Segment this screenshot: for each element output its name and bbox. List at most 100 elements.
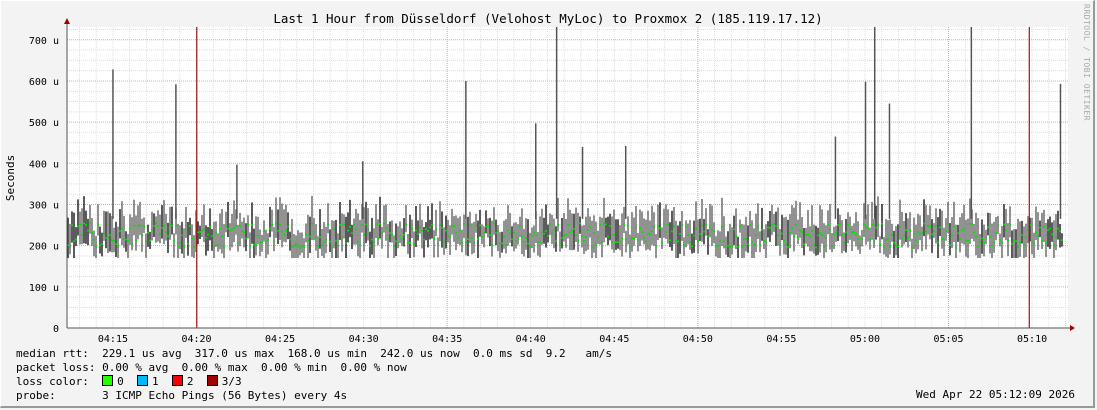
median-point [907, 237, 909, 239]
median-point [819, 231, 821, 234]
median-point [383, 222, 385, 225]
median-point [957, 232, 959, 235]
median-point [799, 229, 801, 232]
median-point [625, 238, 627, 241]
median-point [381, 232, 383, 234]
median-point [485, 225, 487, 228]
median-point [149, 239, 151, 242]
median-point [973, 231, 975, 234]
median-point [161, 227, 163, 229]
median-point [577, 239, 579, 242]
median-point [119, 230, 121, 232]
median-point [201, 229, 203, 232]
x-tick-label: 04:20 [181, 334, 211, 345]
median-point [411, 228, 413, 230]
median-point [317, 245, 319, 248]
median-point [139, 224, 141, 227]
median-point [155, 222, 157, 224]
median-point [673, 225, 675, 228]
median-point [985, 237, 987, 239]
median-point [789, 232, 791, 234]
median-point [747, 243, 749, 246]
median-point [803, 243, 805, 246]
median-point [165, 231, 167, 233]
median-point [1003, 223, 1005, 226]
median-point [683, 244, 685, 246]
median-point [309, 235, 311, 238]
median-point [295, 243, 297, 245]
y-tick-label: 700 u [29, 36, 59, 47]
median-point [949, 244, 951, 246]
median-point [407, 242, 409, 244]
x-tick-label: 05:10 [1017, 334, 1047, 345]
median-point [695, 228, 697, 230]
median-point [915, 239, 917, 242]
median-point [257, 235, 259, 237]
median-point [685, 226, 687, 228]
median-point [793, 235, 795, 238]
y-tick-label: 0 [53, 324, 59, 335]
median-point [1021, 234, 1023, 236]
median-point [211, 235, 213, 237]
median-point [653, 226, 655, 228]
median-point [867, 227, 869, 230]
median-point [219, 228, 221, 230]
median-point [589, 226, 591, 228]
median-point [77, 225, 79, 228]
median-point [449, 236, 451, 239]
median-point [709, 226, 711, 229]
median-point [109, 234, 111, 236]
median-point [1039, 226, 1041, 229]
median-point [619, 240, 621, 243]
median-point [189, 225, 191, 227]
x-tick-label: 04:35 [432, 334, 462, 345]
median-point [319, 236, 321, 238]
median-point [967, 239, 969, 242]
median-point [645, 240, 647, 243]
median-point [227, 228, 229, 230]
median-point [331, 246, 333, 249]
median-point [1015, 240, 1017, 242]
median-point [611, 241, 613, 243]
median-point [729, 245, 731, 248]
median-point [271, 224, 273, 226]
median-point [391, 233, 393, 236]
median-point [593, 232, 595, 234]
median-point [209, 225, 211, 228]
median-point [691, 245, 693, 248]
median-point [85, 224, 87, 226]
median-point [369, 245, 371, 247]
median-point [785, 243, 787, 245]
median-point [495, 232, 497, 234]
median-point [359, 244, 361, 246]
median-point [171, 224, 173, 227]
median-point [529, 245, 531, 248]
median-point [541, 232, 543, 234]
median-point [245, 237, 247, 240]
median-point [813, 244, 815, 246]
median-point [231, 228, 233, 231]
median-point [281, 231, 283, 233]
median-point [373, 241, 375, 244]
median-point [1011, 243, 1013, 245]
median-point [375, 223, 377, 225]
median-point [679, 233, 681, 235]
median-point [647, 232, 649, 235]
median-point [453, 225, 455, 228]
median-point [303, 245, 305, 248]
median-point [941, 237, 943, 240]
median-point [183, 245, 185, 248]
median-point [185, 228, 187, 231]
median-point [123, 238, 125, 241]
median-point [561, 237, 563, 239]
median-point [829, 228, 831, 231]
loss-color-0: 0 [102, 375, 137, 388]
median-point [169, 224, 171, 226]
loss-color-label: loss color: [16, 375, 89, 388]
median-point [575, 234, 577, 237]
median-point [353, 224, 355, 226]
median-point [719, 240, 721, 243]
median-point [423, 238, 425, 241]
median-point [951, 234, 953, 237]
median-point [101, 243, 103, 245]
